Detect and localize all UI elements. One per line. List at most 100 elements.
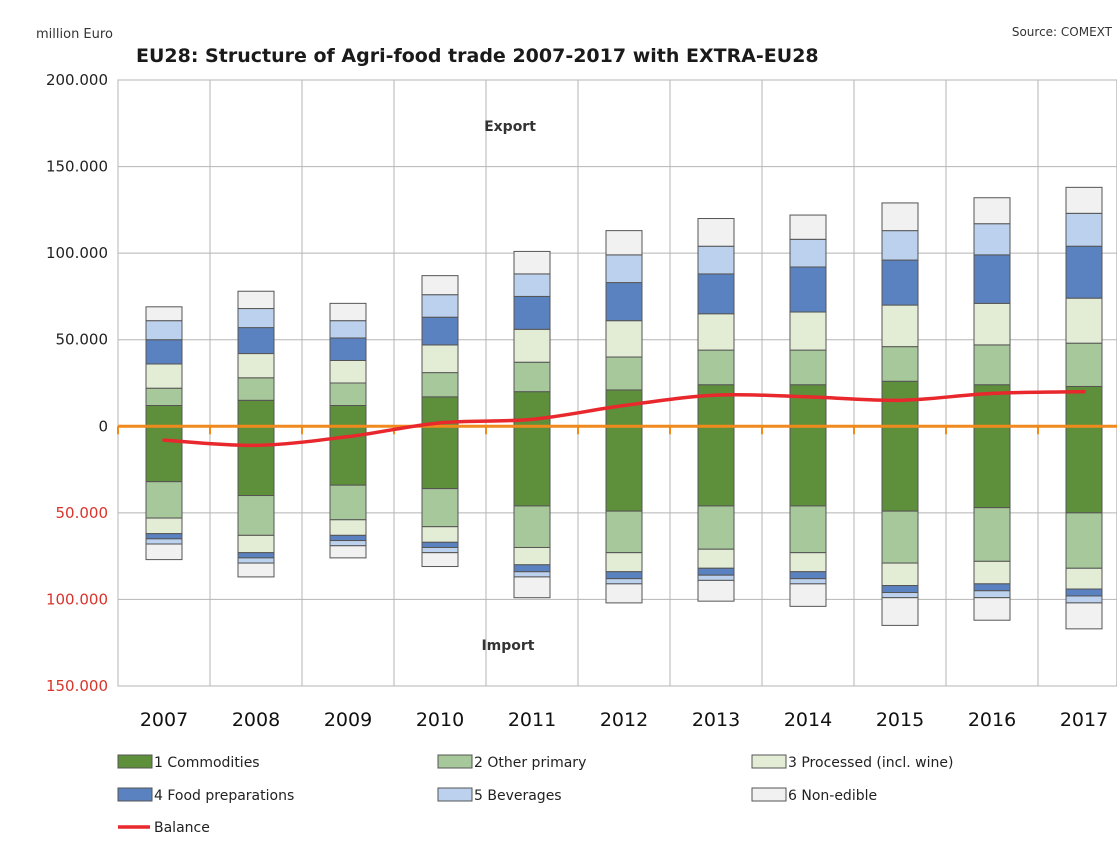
import-bar-2015-s1	[881, 425, 919, 512]
export-bar-2013-s1	[697, 384, 735, 427]
import-bar-2015-s2	[881, 510, 919, 564]
legend-label: 6 Non-edible	[788, 788, 877, 804]
import-bar-2008-s6	[237, 562, 275, 578]
y-tick-label: 150.000	[46, 158, 108, 176]
export-bar-2017-s2	[1065, 342, 1103, 387]
import-bar-2012-s4	[605, 571, 643, 580]
import-bar-2007-s4	[145, 533, 183, 540]
export-bar-2013-s3	[697, 313, 735, 351]
import-bar-2007-s3	[145, 517, 183, 535]
export-bar-2014-s4	[789, 266, 827, 313]
export-bar-2014-s2	[789, 349, 827, 386]
import-bar-2010-s6	[421, 552, 459, 568]
export-bar-2010-s2	[421, 372, 459, 398]
export-bar-2007-s5	[145, 320, 183, 341]
legend-swatch	[117, 787, 153, 802]
import-bar-2008-s1	[237, 425, 275, 497]
legend-label: 5 Beverages	[474, 788, 562, 804]
import-bar-2017-s6	[1065, 602, 1103, 630]
import-bar-2009-s6	[329, 545, 367, 559]
export-bar-2007-s6	[145, 306, 183, 322]
export-bar-2012-s3	[605, 320, 643, 358]
import-bar-2010-s1	[421, 425, 459, 490]
import-bar-2008-s3	[237, 534, 275, 554]
legend-swatch	[437, 754, 473, 769]
legend: 1 Commodities 2 Other primary 3 Processed …	[117, 754, 953, 836]
import-bar-2007-s6	[145, 543, 183, 561]
import-bar-2011-s6	[513, 576, 551, 599]
import-bar-2013-s5	[697, 574, 735, 581]
import-bar-2009-s4	[329, 534, 367, 542]
y-tick-label: 200.000	[46, 71, 108, 89]
export-bar-2014-s6	[789, 214, 827, 240]
y-tick-label: 0	[98, 417, 108, 435]
x-tick-label: 2014	[784, 709, 832, 731]
import-bar-2017-s3	[1065, 567, 1103, 590]
x-tick-label: 2012	[600, 709, 648, 731]
import-bar-2013-s3	[697, 548, 735, 569]
unit-label: million Euro	[36, 27, 113, 42]
balance-line	[162, 389, 1086, 448]
import-bar-2007-s5	[145, 538, 183, 545]
export-bar-2009-s2	[329, 382, 367, 407]
x-tick-label: 2011	[508, 709, 556, 731]
export-bar-2008-s6	[237, 290, 275, 310]
import-bar-2013-s6	[697, 579, 735, 602]
export-bar-2013-s2	[697, 349, 735, 386]
import-bar-2012-s5	[605, 578, 643, 585]
export-bar-2008-s1	[237, 399, 275, 427]
import-bar-2016-s4	[973, 583, 1011, 592]
y-tick-label: 50.000	[56, 504, 109, 522]
import-bar-2016-s1	[973, 425, 1011, 509]
export-bar-2010-s6	[421, 275, 459, 296]
export-bar-2014-s3	[789, 311, 827, 351]
import-bar-2011-s2	[513, 505, 551, 548]
import-bar-2013-s2	[697, 505, 735, 550]
export-bar-2008-s3	[237, 353, 275, 379]
import-bar-2009-s3	[329, 519, 367, 536]
export-bar-2009-s6	[329, 302, 367, 322]
y-tick-label: 100.000	[46, 590, 108, 608]
legend-label: 4 Food preparations	[154, 788, 294, 804]
import-bar-2010-s3	[421, 526, 459, 543]
import-bar-2017-s1	[1065, 425, 1103, 514]
x-tick-label: 2010	[416, 709, 464, 731]
x-tick-label: 2017	[1060, 709, 1108, 731]
import-bar-2013-s1	[697, 425, 735, 507]
import-bar-2011-s4	[513, 564, 551, 573]
legend-swatch	[117, 754, 153, 769]
export-bar-2012-s2	[605, 356, 643, 391]
import-bar-2012-s6	[605, 583, 643, 604]
export-bar-2016-s2	[973, 344, 1011, 386]
import-bar-2009-s2	[329, 484, 367, 521]
export-bar-2017-s3	[1065, 297, 1103, 344]
y-tick-label: 100.000	[46, 244, 108, 262]
chart-title: EU28: Structure of Agri-food trade 2007-…	[136, 45, 819, 67]
import-bar-2008-s2	[237, 495, 275, 536]
import-bar-2016-s5	[973, 590, 1011, 599]
import-bar-2007-s1	[145, 425, 183, 483]
import-bar-2010-s4	[421, 541, 459, 548]
x-axis-ticks: 2007 2008 2009 2010 2011 2012 2013 2014 2015 2016…	[140, 709, 1108, 731]
import-bar-2011-s3	[513, 546, 551, 566]
import-bar-2007-s2	[145, 481, 183, 519]
x-tick-label: 2008	[232, 709, 280, 731]
export-bar-2012-s6	[605, 230, 643, 256]
export-bar-2016-s1	[973, 384, 1011, 427]
export-bar-2007-s3	[145, 363, 183, 389]
import-bar-2015-s6	[881, 597, 919, 626]
x-tick-label: 2015	[876, 709, 924, 731]
import-bar-2014-s2	[789, 505, 827, 554]
import-bar-2008-s4	[237, 552, 275, 559]
export-bar-2013-s5	[697, 245, 735, 275]
import-bar-2012-s2	[605, 510, 643, 554]
import-bar-2014-s3	[789, 552, 827, 573]
zero-line	[117, 424, 1117, 435]
import-bar-2017-s5	[1065, 595, 1103, 604]
y-tick-label: 50.000	[56, 331, 109, 349]
export-bar-2007-s4	[145, 339, 183, 365]
export-bar-2014-s5	[789, 238, 827, 268]
export-bar-2016-s6	[973, 197, 1011, 225]
export-bar-2016-s5	[973, 223, 1011, 256]
